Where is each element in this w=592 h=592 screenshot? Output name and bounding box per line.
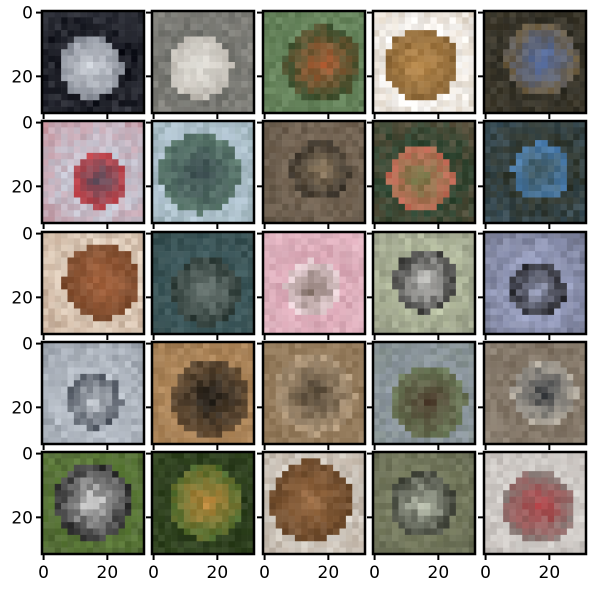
panel-frame [40,119,146,225]
panel-bird-dark [478,119,588,229]
panel-ostrich-dark [478,340,588,450]
panel-cat-blanket [257,230,367,340]
panel-frame [482,119,588,225]
panel-cat-indoor [257,119,367,229]
x-tick-label: 0 [38,563,49,583]
panel-bird-sky [478,230,588,340]
panel-image [263,11,366,114]
panel-tabby-cat [257,340,367,450]
panel-frame [150,9,256,115]
panel-frame [371,9,477,115]
panel-plane-cloud: 0 20 [11,335,146,450]
panel-image [152,342,255,445]
panel-frame [150,450,256,556]
y-tick-label: 0 [22,114,33,134]
panel-image [42,121,145,224]
panel-image [484,232,587,335]
y-tick-label: 20 [11,177,33,197]
y-tick-label: 0 [22,4,33,24]
panel-frame [261,450,367,556]
panel-image [484,342,587,445]
panel-frame [371,230,477,336]
panel-ostrich-head: 0 20 [11,114,146,229]
panel-horse-rider [367,340,477,450]
panel-speedboat: 0 20 [11,4,146,119]
panel-frame [40,9,146,115]
panel-image [484,11,587,114]
panel-airliner: 0 20 [367,450,477,583]
panel-motorboat [146,119,256,229]
y-tick-label: 0 [22,445,33,465]
panel-image [152,452,255,555]
panel-image [373,11,476,114]
x-tick-label: 20 [207,563,229,583]
panel-frame [482,340,588,446]
panel-white-dog-grass: 0 20 0 20 [11,445,146,583]
panel-frame [40,450,146,556]
panel-frog-leaves: 0 20 [146,450,256,583]
y-tick-label: 0 [22,225,33,245]
panel-image [263,232,366,335]
panel-frame [371,340,477,446]
x-tick-label: 0 [148,563,159,583]
panel-image [152,121,255,224]
panel-frame [261,340,367,446]
x-tick-label: 0 [480,563,491,583]
panel-blue-truck [478,9,588,119]
panel-frame [261,230,367,336]
panel-image [152,11,255,114]
y-tick-label: 20 [11,288,33,308]
x-tick-label: 20 [539,563,561,583]
panel-white-dog [146,9,256,119]
panel-frame [371,119,477,225]
panel-frame [150,340,256,446]
panel-green-frog [367,119,477,229]
panel-image [373,121,476,224]
panel-white-truck [367,230,477,340]
panel-image [373,342,476,445]
y-tick-label: 0 [22,335,33,355]
panel-image [152,232,255,335]
panel-frame [482,450,588,556]
panel-image [42,452,145,555]
panel-image [373,452,476,555]
panel-frame [40,230,146,336]
x-tick-label: 20 [318,563,340,583]
panel-frame [40,340,146,446]
panel-frog-on-white [367,9,477,119]
x-tick-label: 20 [97,563,119,583]
panel-image [263,452,366,555]
y-tick-label: 20 [11,508,33,528]
panel-red-truck: 0 20 [478,450,588,583]
panel-frame [371,450,477,556]
panel-frog-white: 0 20 [257,450,367,583]
x-tick-label: 20 [428,563,450,583]
panel-image [42,232,145,335]
panel-image [42,11,145,114]
panel-frame [482,230,588,336]
panel-image [42,342,145,445]
panel-orange-airplane [257,9,367,119]
panel-image [263,342,366,445]
x-tick-label: 0 [259,563,270,583]
panel-image [484,452,587,555]
panel-image [373,232,476,335]
panel-frame [150,230,256,336]
panels-layer: 0 20 0 20 0 20 0 20 0 20 0 20 0 20 0 20 0 20 0 20 [11,4,588,583]
y-tick-label: 20 [11,67,33,87]
x-tick-label: 0 [369,563,380,583]
panel-brown-horse: 0 20 [11,225,146,340]
panel-black-horse [146,340,256,450]
panel-image [263,121,366,224]
panel-frame [261,9,367,115]
y-tick-label: 20 [11,398,33,418]
panel-frame [150,119,256,225]
panel-image [484,121,587,224]
panel-frame [261,119,367,225]
panel-frame [482,9,588,115]
panel-deer-forest [146,230,256,340]
